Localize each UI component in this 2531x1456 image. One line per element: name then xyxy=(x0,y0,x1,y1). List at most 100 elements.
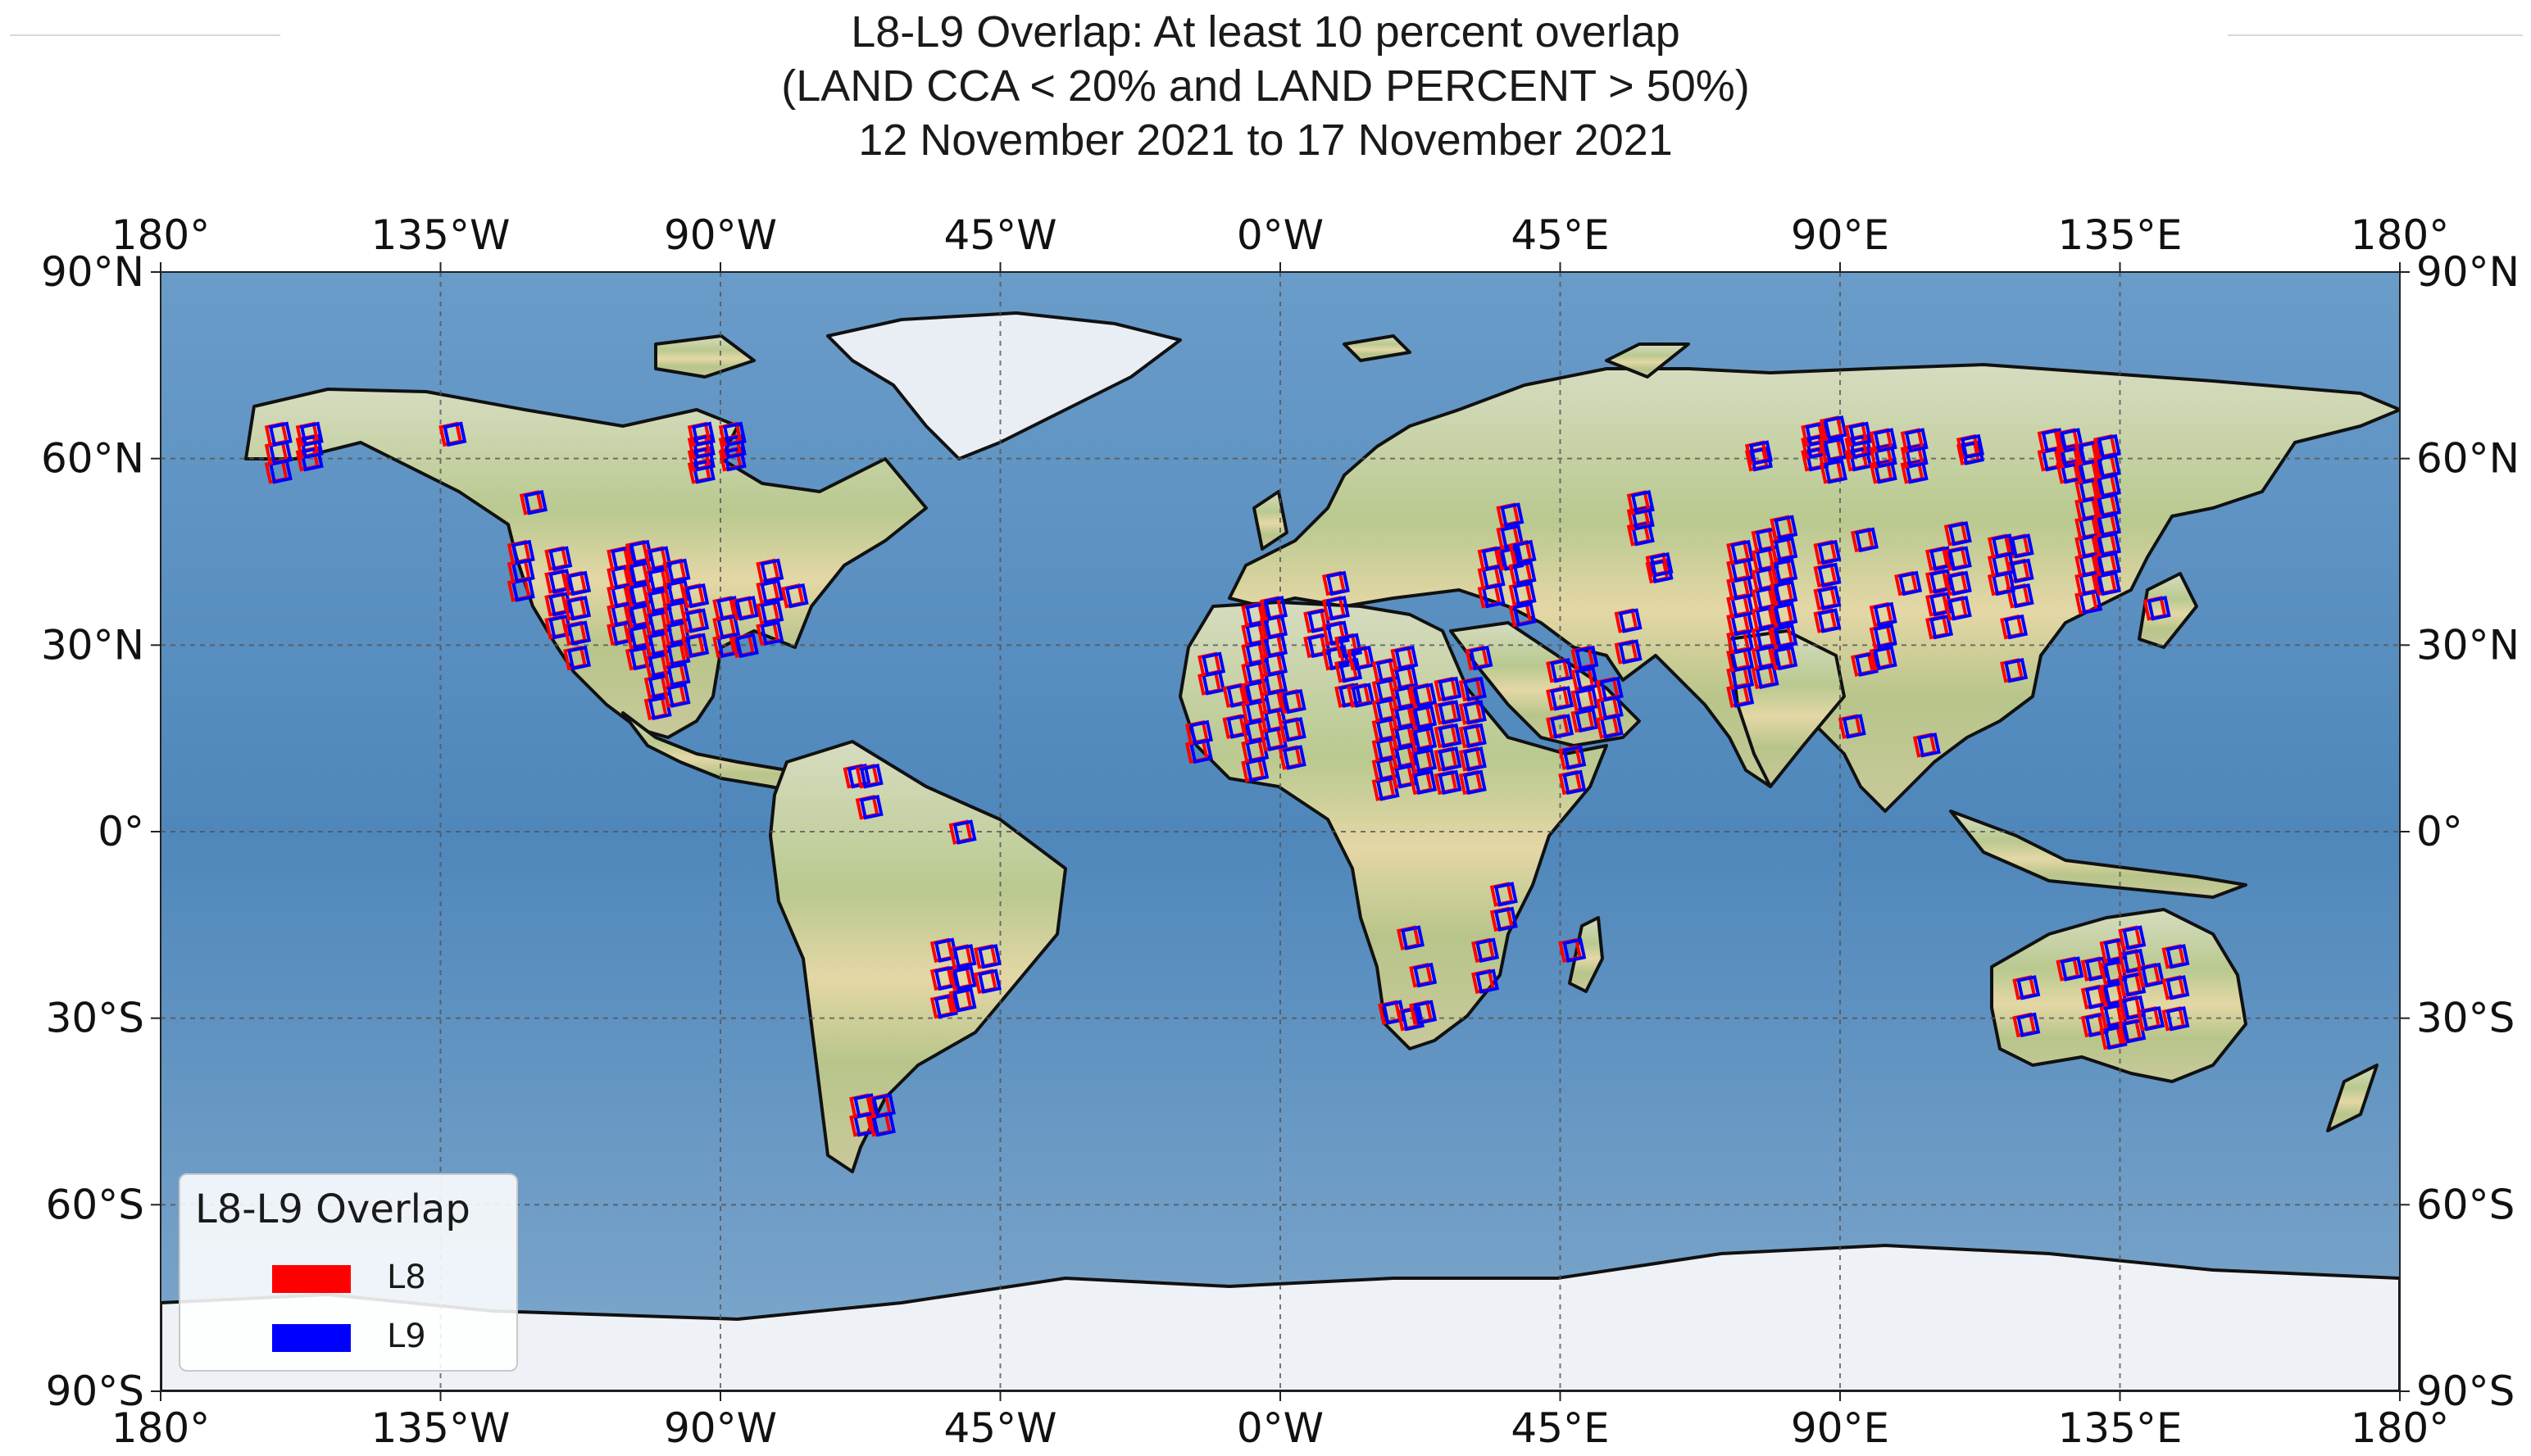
l9-scene-footprint xyxy=(1562,769,1587,796)
title-line-3: 12 November 2021 to 17 November 2021 xyxy=(858,116,1673,165)
l9-scene-footprint xyxy=(722,421,747,447)
l9-scene-footprint xyxy=(952,819,977,845)
arctic-islands xyxy=(654,334,756,379)
l9-scene-footprint xyxy=(691,433,716,460)
l9-scene-footprint xyxy=(722,447,747,472)
l9-scene-footprint xyxy=(760,558,784,584)
lat-label-right: 30°S xyxy=(2416,995,2515,1042)
l9-scene-footprint xyxy=(1438,700,1462,725)
l9-scene-footprint xyxy=(1469,645,1493,671)
l9-scene-footprint xyxy=(1401,925,1425,950)
l9-scene-footprint xyxy=(691,447,716,472)
l9-scene-footprint xyxy=(685,583,710,609)
l9-scene-footprint xyxy=(1512,581,1537,606)
lat-label-right: 30°N xyxy=(2416,621,2520,669)
madagascar xyxy=(1568,916,1604,993)
l9-scene-footprint xyxy=(2141,1006,2165,1032)
l9-scene-footprint xyxy=(1282,717,1306,742)
l9-scene-footprint xyxy=(1630,506,1655,531)
lat-label-right: 90°N xyxy=(2416,248,2520,296)
l9-scene-footprint xyxy=(1817,562,1842,588)
l9-swatch xyxy=(272,1324,351,1352)
l9-scene-footprint xyxy=(1774,601,1798,628)
l9-scene-footprint xyxy=(1475,968,1500,994)
l9-scene-footprint xyxy=(1848,433,1873,460)
l9-scene-footprint xyxy=(952,987,977,1013)
l9-scene-footprint xyxy=(1599,676,1624,702)
novaya-zemlya xyxy=(1605,342,1690,379)
title-line-1: L8-L9 Overlap: At least 10 percent overl… xyxy=(851,7,1680,57)
l9-scene-footprint xyxy=(1413,683,1438,708)
l9-scene-footprint xyxy=(1774,515,1798,540)
l9-scene-footprint xyxy=(268,421,293,447)
l9-scene-footprint xyxy=(1574,645,1599,671)
l9-scene-footprint xyxy=(1961,433,1984,460)
l9-scene-footprint xyxy=(1855,527,1879,553)
l9-scene-footprint xyxy=(1202,651,1226,677)
l9-scene-footprint xyxy=(1574,687,1599,712)
l9-scene-footprint xyxy=(1574,666,1599,692)
indonesia xyxy=(1949,810,2247,899)
l9-scene-footprint xyxy=(1394,645,1419,671)
l9-scene-footprint xyxy=(859,794,884,820)
l9-scene-footprint xyxy=(1873,601,1897,628)
l9-scene-footprint xyxy=(1462,723,1487,749)
l9-scene-footprint xyxy=(2147,596,2171,621)
lat-label-left: 30°N xyxy=(41,621,144,669)
chart-title: L8-L9 Overlap: At least 10 percent overl… xyxy=(0,5,2531,167)
lon-label-top: 180° xyxy=(111,211,210,259)
l9-scene-footprint xyxy=(2041,428,2065,453)
new-zealand xyxy=(2326,1064,2379,1132)
lat-label-left: 90°N xyxy=(41,248,144,296)
lon-label-bottom: 135°W xyxy=(371,1404,511,1452)
l9-scene-footprint xyxy=(1947,546,1972,571)
l9-scene-footprint xyxy=(1618,639,1643,664)
l9-scene-footprint xyxy=(1749,440,1773,465)
l9-scene-footprint xyxy=(1413,748,1438,773)
l9-scene-footprint xyxy=(2141,962,2165,988)
lon-label-bottom: 90°E xyxy=(1791,1404,1889,1452)
l9-scene-footprint xyxy=(685,608,710,633)
l9-scene-footprint xyxy=(722,433,747,460)
l9-scene-footprint xyxy=(2060,428,2084,453)
l9-scene-footprint xyxy=(1947,570,1972,596)
lat-label-left: 30°S xyxy=(46,995,144,1042)
lon-label-bottom: 180° xyxy=(111,1404,210,1452)
l9-scene-footprint xyxy=(760,620,784,646)
l9-scene-footprint xyxy=(443,421,467,447)
l9-scene-footprint xyxy=(1413,1000,1438,1025)
l9-scene-footprint xyxy=(1904,428,1929,453)
lon-label-top: 90°W xyxy=(664,211,777,259)
l9-scene-footprint xyxy=(1512,560,1537,586)
l9-scene-footprint xyxy=(299,421,324,447)
decorative-rule-right xyxy=(2228,34,2523,36)
l9-scene-footprint xyxy=(716,596,741,621)
l9-scene-footprint xyxy=(1947,596,1972,621)
lat-label-left: 0° xyxy=(98,808,144,855)
l9-scene-footprint xyxy=(2165,944,2190,969)
legend-label-l9: L9 xyxy=(387,1318,426,1355)
lat-label-left: 60°S xyxy=(46,1181,144,1228)
l9-scene-footprint xyxy=(1848,421,1873,447)
l9-scene-footprint xyxy=(1326,596,1350,621)
l9-scene-footprint xyxy=(2016,1012,2041,1038)
l9-scene-footprint xyxy=(1774,537,1798,562)
l9-scene-footprint xyxy=(2122,995,2147,1021)
scene-footprints xyxy=(264,415,2190,1137)
l9-scene-footprint xyxy=(1475,937,1500,963)
l9-scene-footprint xyxy=(1774,558,1798,584)
l9-scene-footprint xyxy=(2060,459,2084,484)
l9-scene-footprint xyxy=(1282,745,1306,770)
lat-label-right: 0° xyxy=(2416,808,2463,855)
l9-scene-footprint xyxy=(1413,726,1438,751)
lon-label-bottom: 90°W xyxy=(664,1404,777,1452)
axis-ticks xyxy=(151,262,2410,1401)
l9-scene-footprint xyxy=(1929,614,1954,640)
l9-scene-footprint xyxy=(1512,539,1537,565)
l9-scene-footprint xyxy=(299,433,324,460)
l9-scene-footprint xyxy=(1774,580,1798,606)
l9-scene-footprint xyxy=(1898,570,1923,596)
l9-scene-footprint xyxy=(760,600,784,625)
l9-scene-footprint xyxy=(1462,700,1487,725)
